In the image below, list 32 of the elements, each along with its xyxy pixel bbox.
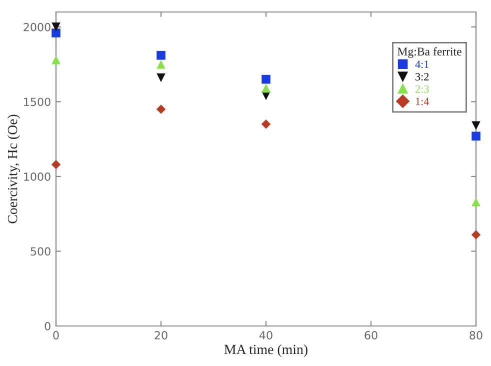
point	[471, 230, 481, 240]
point	[156, 50, 166, 60]
y-tick-label: 1000	[24, 172, 50, 181]
legend-label: 3:2	[416, 72, 429, 81]
point	[262, 84, 270, 93]
point	[261, 120, 271, 129]
y-tick-label: 0	[44, 322, 50, 330]
x-tick-label: 0	[53, 331, 59, 340]
y-tick-label: 500	[30, 247, 50, 256]
legend-label: 4:1	[415, 60, 429, 68]
point	[52, 55, 60, 64]
point	[472, 132, 480, 140]
legend-label: 1:4	[416, 98, 430, 106]
y-tick-label: 1500	[24, 98, 50, 106]
y-tick-label: 2000	[24, 22, 50, 32]
x-tick-label: 40	[259, 331, 272, 340]
point	[472, 121, 480, 130]
point	[156, 104, 166, 114]
point	[262, 74, 270, 84]
point	[156, 73, 166, 82]
x-axis-title: MA time (min)	[224, 344, 308, 357]
x-tick-label: 20	[154, 331, 168, 340]
point	[156, 60, 166, 69]
x-tick-label: 60	[364, 331, 378, 340]
x-tick-label: 80	[470, 331, 482, 340]
legend-label: 2:3	[415, 85, 429, 93]
point	[52, 28, 60, 38]
point	[472, 198, 480, 206]
y-axis-title: Coercivity, Hc (Oe)	[7, 114, 20, 224]
point	[51, 160, 61, 170]
legend-title: Mg:Ba ferrite	[398, 47, 462, 58]
point	[52, 22, 60, 32]
